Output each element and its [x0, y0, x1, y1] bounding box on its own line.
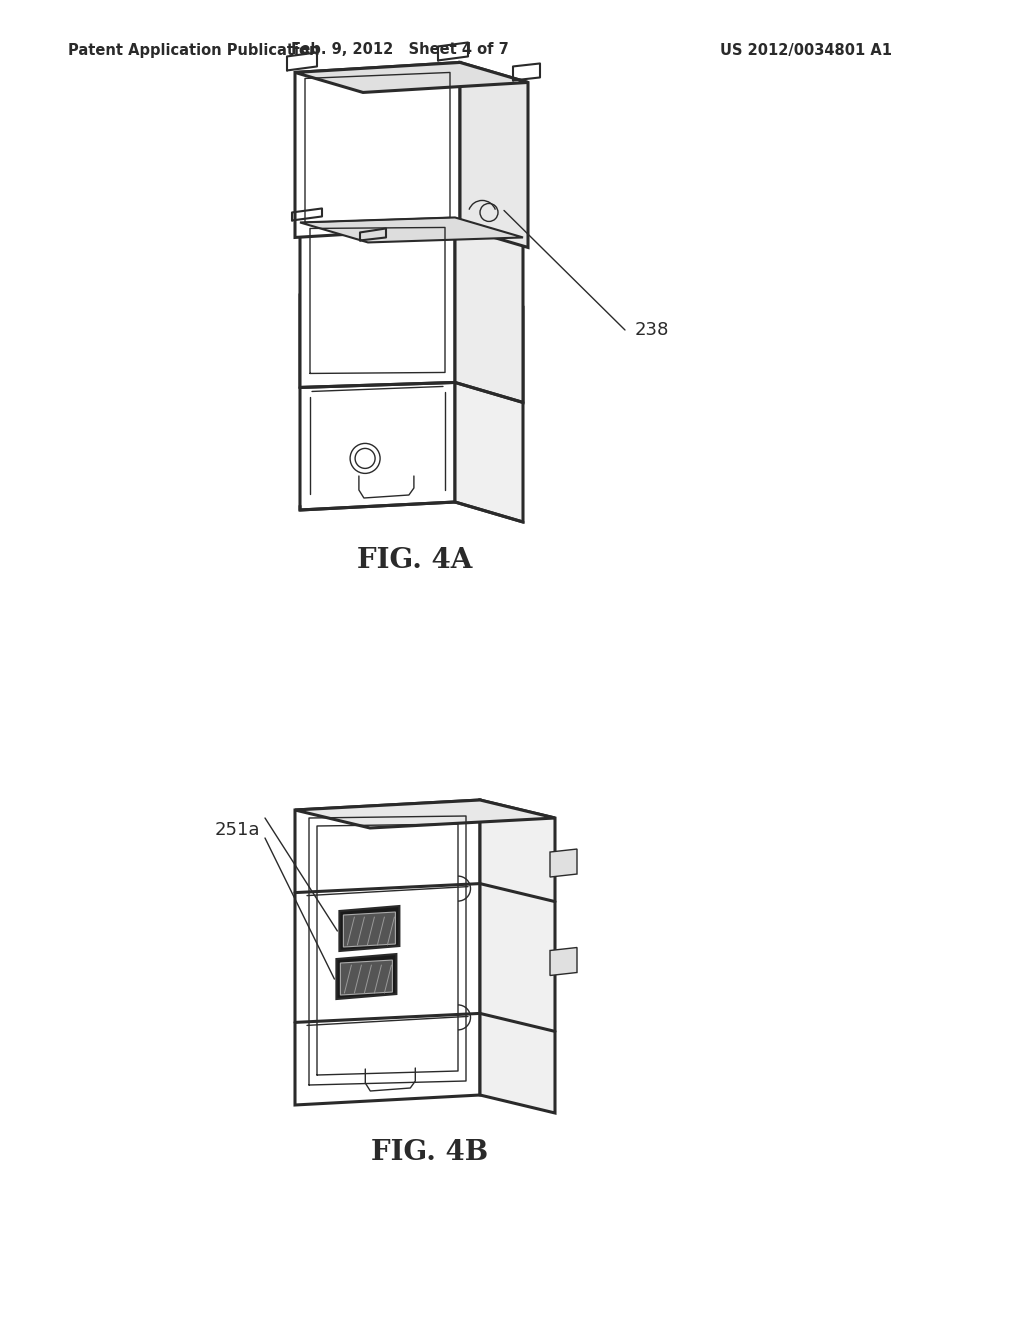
Polygon shape — [480, 800, 555, 1113]
Text: 251a: 251a — [215, 821, 260, 840]
Polygon shape — [295, 62, 528, 92]
Polygon shape — [455, 286, 523, 521]
Text: Patent Application Publication: Patent Application Publication — [68, 42, 319, 58]
Polygon shape — [300, 218, 455, 388]
Polygon shape — [550, 849, 577, 876]
Polygon shape — [339, 906, 399, 950]
Polygon shape — [340, 960, 392, 995]
Text: FIG. 4A: FIG. 4A — [357, 546, 473, 573]
Polygon shape — [337, 954, 396, 999]
Polygon shape — [455, 218, 523, 403]
Polygon shape — [343, 912, 395, 946]
Polygon shape — [295, 62, 460, 238]
Polygon shape — [460, 62, 528, 247]
Text: 238: 238 — [635, 321, 670, 339]
Text: US 2012/0034801 A1: US 2012/0034801 A1 — [720, 42, 892, 58]
Polygon shape — [300, 286, 455, 510]
Polygon shape — [295, 800, 480, 1105]
Text: FIG. 4B: FIG. 4B — [372, 1138, 488, 1166]
Polygon shape — [295, 800, 555, 828]
Polygon shape — [550, 948, 577, 975]
Polygon shape — [300, 218, 523, 243]
Text: Feb. 9, 2012   Sheet 4 of 7: Feb. 9, 2012 Sheet 4 of 7 — [291, 42, 509, 58]
